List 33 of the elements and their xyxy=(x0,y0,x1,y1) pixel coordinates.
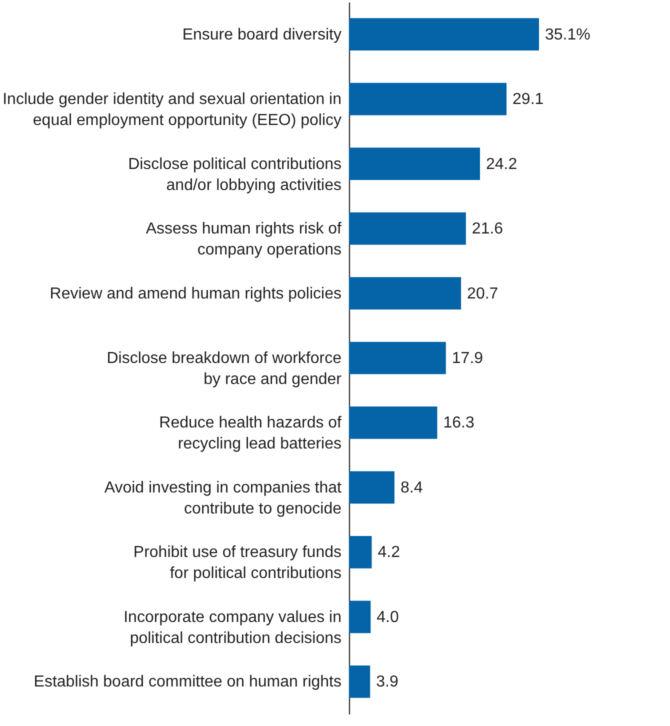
bar xyxy=(349,18,539,51)
bar xyxy=(349,277,462,310)
y-tick-label: Assess human rights risk of company operations xyxy=(146,220,342,259)
bar xyxy=(349,665,370,698)
y-tick-label: Incorporate company values in political contribution decisions xyxy=(124,608,342,647)
y-tick-label: Reduce health hazards of recycling lead batteries xyxy=(159,414,342,453)
data-label: 20.7 xyxy=(467,285,498,302)
y-tick-label: Ensure board diversity xyxy=(182,26,342,44)
y-tick-label: Disclose breakdown of workforce by race and gender xyxy=(106,350,342,388)
bar xyxy=(349,342,446,374)
data-label: 24.2 xyxy=(486,156,518,173)
data-label: 4.2 xyxy=(378,544,400,562)
data-label: 29.1 xyxy=(512,91,544,108)
data-label: 4.0 xyxy=(376,608,399,626)
y-tick-label: Establish board committee on human rights xyxy=(34,674,342,691)
bar xyxy=(349,212,466,245)
data-label: 35.1% xyxy=(545,26,590,44)
bar xyxy=(349,82,507,116)
data-label: 3.9 xyxy=(376,674,398,691)
data-label: 8.4 xyxy=(400,479,423,496)
data-label: 17.9 xyxy=(452,350,484,367)
bar xyxy=(349,471,394,504)
y-tick-label: Prohibit use of treasury funds for political contributions xyxy=(133,544,342,582)
data-label: 21.6 xyxy=(472,220,504,238)
y-tick-label: Review and amend human rights policies xyxy=(50,285,342,302)
bar xyxy=(349,148,480,180)
y-tick-label: Avoid investing in companies that contribute to genocide xyxy=(104,479,342,518)
bar xyxy=(349,600,371,634)
data-label: 16.3 xyxy=(443,414,474,432)
y-tick-label: Disclose political contributions and/or lobbying activities xyxy=(128,156,342,194)
bar xyxy=(349,536,372,568)
y-tick-label: Include gender identity and sexual orientation in equal employment opportunity (EEO) policy xyxy=(2,91,342,130)
bar xyxy=(349,406,438,439)
